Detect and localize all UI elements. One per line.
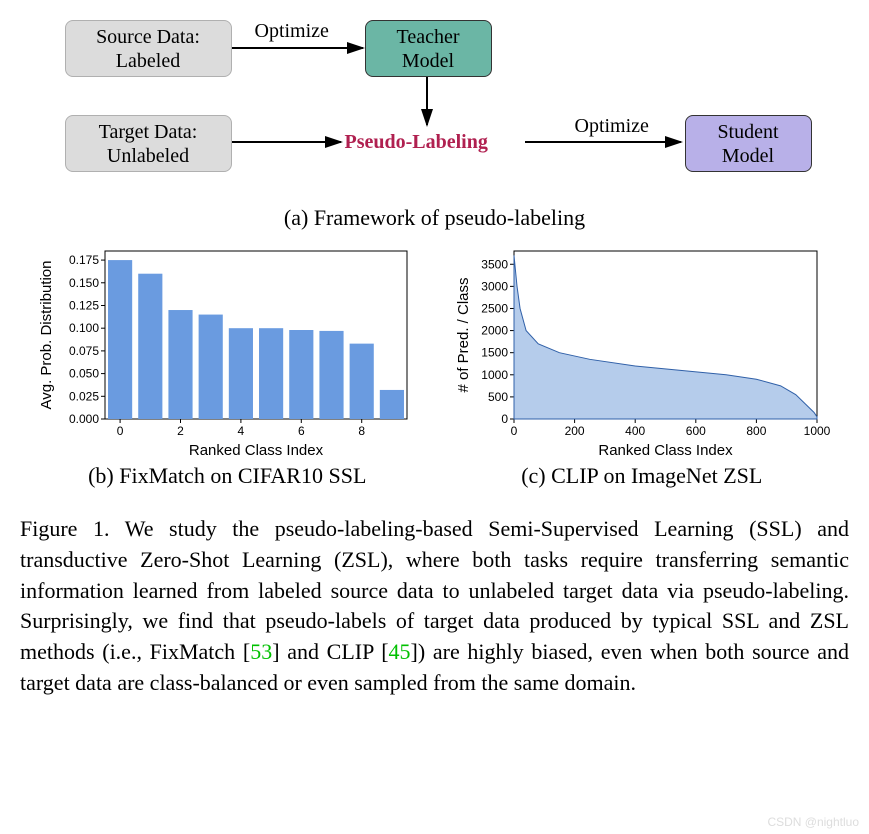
source-line1: Source Data: bbox=[96, 25, 200, 49]
bar-chart-wrap: 0.000 0.025 0.050 0.075 0.100 0.125 0.150 0.175… bbox=[37, 241, 417, 489]
svg-text:0.050: 0.050 bbox=[69, 367, 99, 381]
teacher-line1: Teacher bbox=[397, 25, 460, 49]
source-line2: Labeled bbox=[116, 49, 180, 73]
caption-prefix: Figure 1. bbox=[20, 516, 125, 541]
svg-text:0.000: 0.000 bbox=[69, 412, 99, 426]
svg-text:3500: 3500 bbox=[481, 257, 508, 271]
svg-text:400: 400 bbox=[625, 424, 645, 438]
optimize-label-2: Optimize bbox=[575, 115, 649, 138]
teacher-model-box: Teacher Model bbox=[365, 20, 492, 77]
svg-text:3000: 3000 bbox=[481, 279, 508, 293]
caption-ref2: 45 bbox=[389, 639, 411, 664]
svg-text:2000: 2000 bbox=[481, 324, 508, 338]
svg-text:# of Pred. / Class: # of Pred. / Class bbox=[455, 277, 472, 392]
svg-text:0.125: 0.125 bbox=[69, 298, 99, 312]
svg-text:0.150: 0.150 bbox=[69, 276, 99, 290]
source-data-box: Source Data: Labeled bbox=[65, 20, 232, 77]
teacher-line2: Model bbox=[402, 49, 454, 73]
subtitle-b: (b) FixMatch on CIFAR10 SSL bbox=[88, 463, 366, 489]
svg-text:0.025: 0.025 bbox=[69, 389, 99, 403]
caption-ref1: 53 bbox=[250, 639, 272, 664]
caption-mid: ] and CLIP [ bbox=[272, 639, 388, 664]
subtitle-c: (c) CLIP on ImageNet ZSL bbox=[521, 463, 762, 489]
svg-text:500: 500 bbox=[488, 390, 508, 404]
svg-text:Ranked Class Index: Ranked Class Index bbox=[598, 442, 733, 459]
target-data-box: Target Data: Unlabeled bbox=[65, 115, 232, 172]
subtitle-a: (a) Framework of pseudo-labeling bbox=[20, 205, 849, 231]
svg-text:200: 200 bbox=[564, 424, 584, 438]
svg-text:2: 2 bbox=[177, 424, 184, 438]
svg-text:0: 0 bbox=[501, 412, 508, 426]
svg-text:0: 0 bbox=[117, 424, 124, 438]
area-chart-wrap: 0 500 1000 1500 2000 2500 3000 3500 0 200 400 600 80… bbox=[452, 241, 832, 489]
charts-row: 0.000 0.025 0.050 0.075 0.100 0.125 0.150 0.175… bbox=[20, 241, 849, 489]
svg-text:6: 6 bbox=[298, 424, 305, 438]
svg-text:Ranked Class Index: Ranked Class Index bbox=[189, 442, 324, 459]
svg-text:1500: 1500 bbox=[481, 346, 508, 360]
area-chart: 0 500 1000 1500 2000 2500 3000 3500 0 200 400 600 80… bbox=[452, 241, 832, 461]
svg-text:0.100: 0.100 bbox=[69, 321, 99, 335]
svg-text:600: 600 bbox=[686, 424, 706, 438]
bar-chart: 0.000 0.025 0.050 0.075 0.100 0.125 0.150 0.175… bbox=[37, 241, 417, 461]
pseudo-labeling-text: Pseudo-Labeling bbox=[345, 131, 488, 154]
student-line1: Student bbox=[717, 120, 778, 144]
framework-diagram: Source Data: Labeled Target Data: Unlabe… bbox=[45, 20, 825, 200]
svg-text:8: 8 bbox=[359, 424, 366, 438]
svg-text:1000: 1000 bbox=[481, 368, 508, 382]
student-model-box: Student Model bbox=[685, 115, 812, 172]
target-line1: Target Data: bbox=[99, 120, 198, 144]
svg-text:Avg. Prob. Distribution: Avg. Prob. Distribution bbox=[38, 261, 55, 410]
svg-text:0.075: 0.075 bbox=[69, 344, 99, 358]
svg-text:800: 800 bbox=[746, 424, 766, 438]
student-line2: Model bbox=[722, 144, 774, 168]
svg-text:0.175: 0.175 bbox=[69, 253, 99, 267]
figure-caption: Figure 1. We study the pseudo-labeling-b… bbox=[20, 514, 849, 699]
svg-text:1000: 1000 bbox=[803, 424, 830, 438]
optimize-label-1: Optimize bbox=[255, 20, 329, 43]
target-line2: Unlabeled bbox=[107, 144, 189, 168]
svg-text:2500: 2500 bbox=[481, 301, 508, 315]
svg-text:0: 0 bbox=[510, 424, 517, 438]
svg-text:4: 4 bbox=[238, 424, 245, 438]
watermark: CSDN @nightluo bbox=[767, 815, 859, 829]
